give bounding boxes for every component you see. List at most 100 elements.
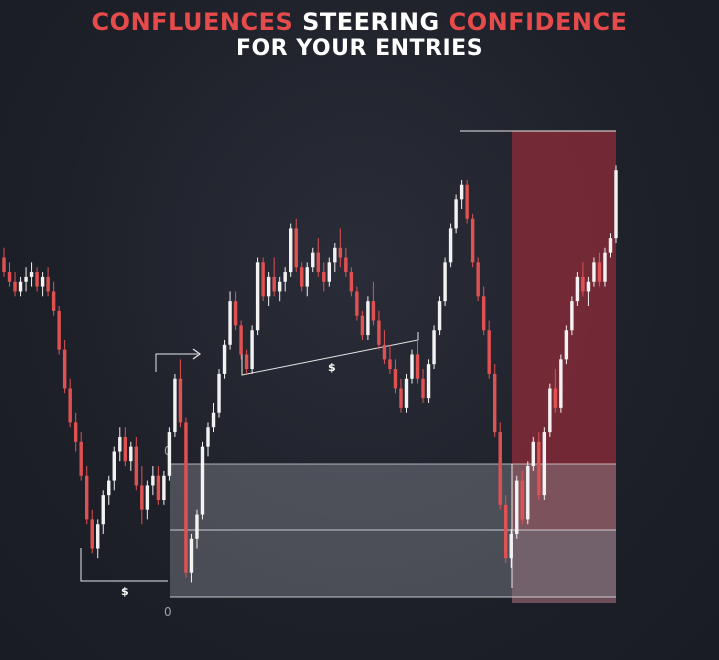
candle-bearish <box>57 310 61 350</box>
candle-bullish <box>327 262 332 282</box>
candle-bullish <box>515 480 519 534</box>
candle-bearish <box>233 301 238 326</box>
candle-bullish <box>448 228 453 263</box>
buy-zone-lower-shade <box>512 530 616 603</box>
candle-bullish <box>277 281 282 292</box>
candle-bullish <box>96 524 100 549</box>
candle-bullish <box>18 281 23 292</box>
candle-bullish <box>40 276 45 287</box>
candle-bearish <box>597 262 602 282</box>
candle-bullish <box>222 344 227 374</box>
title-word-steering: STEERING <box>293 8 449 36</box>
break-arrow-line <box>155 353 198 372</box>
candle-bearish <box>470 218 475 263</box>
candle-bullish <box>542 432 547 496</box>
candle-bullish <box>410 354 414 379</box>
candle-bullish <box>437 301 442 331</box>
candle-bullish <box>608 238 613 253</box>
candle-bullish <box>189 538 194 573</box>
candle-bullish <box>255 262 260 331</box>
candle-bullish <box>564 330 569 360</box>
candle-bearish <box>481 296 486 331</box>
candle-bullish <box>151 475 155 486</box>
candle-bullish <box>167 432 172 476</box>
candle-bullish <box>118 436 122 452</box>
candle-bearish <box>73 422 78 442</box>
candle-bullish <box>570 301 574 331</box>
candle-bearish <box>2 257 6 273</box>
candle-bullish <box>266 276 271 297</box>
equal-lows-bracket <box>80 548 168 582</box>
zero-label-bottom: 0 <box>164 605 172 619</box>
candle-bullish <box>526 466 530 520</box>
candle-bearish <box>272 276 276 292</box>
candle-bullish <box>24 276 28 282</box>
candle-bearish <box>465 184 469 219</box>
candle-bearish <box>51 291 56 311</box>
candle-bullish <box>509 533 513 559</box>
candle-bullish <box>305 267 309 287</box>
title-line-1: CONFLUENCES STEERING CONFIDENCE <box>0 8 719 36</box>
candle-bullish <box>288 228 293 273</box>
candle-bullish <box>454 199 458 229</box>
candle-bearish <box>316 252 320 273</box>
candle-bearish <box>553 388 558 408</box>
candle-bearish <box>261 262 265 297</box>
candle-bearish <box>504 504 508 559</box>
candle-bearish <box>355 291 359 316</box>
candle-bullish <box>603 252 607 282</box>
candle-bearish <box>349 272 354 292</box>
candle-bullish <box>107 480 111 496</box>
candle-bullish <box>283 272 287 282</box>
candle-bullish <box>366 301 370 336</box>
candle-bearish <box>393 369 398 389</box>
candle-bullish <box>112 451 116 481</box>
candle-bearish <box>581 276 585 292</box>
candle-bearish <box>134 446 139 486</box>
candle-bullish <box>206 427 210 447</box>
candle-bullish <box>443 262 447 302</box>
candle-bullish <box>211 412 216 428</box>
candle-bearish <box>123 436 128 462</box>
candle-bullish <box>129 446 133 462</box>
dollar-label-mid: $ <box>328 361 336 374</box>
candle-bullish <box>29 272 34 277</box>
candle-bearish <box>140 485 144 510</box>
candle-bearish <box>62 349 67 389</box>
candle-bullish <box>592 262 596 282</box>
candle-bearish <box>399 388 403 408</box>
candle-bearish <box>322 272 326 282</box>
candle-bearish <box>487 330 491 374</box>
candle-bearish <box>79 441 83 476</box>
candle-bearish <box>7 272 12 282</box>
candle-bearish <box>84 475 89 520</box>
candle-bearish <box>371 301 376 321</box>
candle-bearish <box>156 475 161 500</box>
candle-bullish <box>311 252 315 268</box>
candle-bearish <box>344 257 348 273</box>
candle-bullish <box>586 281 591 292</box>
title-word-confluences: CONFLUENCES <box>91 8 294 36</box>
candle-bearish <box>388 359 392 370</box>
candle-bearish <box>46 276 50 292</box>
candle-bearish <box>377 320 381 345</box>
break-arrow-head <box>192 348 202 360</box>
candle-bullish <box>162 475 166 500</box>
candle-bullish <box>200 446 205 515</box>
candle-bearish <box>13 281 17 292</box>
candle-bearish <box>184 422 188 573</box>
candle-bullish <box>614 170 618 239</box>
candle-bearish <box>338 247 343 258</box>
title-word-confidence: CONFIDENCE <box>448 8 628 36</box>
candle-bullish <box>145 485 150 510</box>
candle-bearish <box>35 272 39 287</box>
sell-zone <box>512 131 616 603</box>
candle-bullish <box>548 388 552 433</box>
candle-bullish <box>432 330 436 365</box>
candle-bearish <box>421 378 425 399</box>
candle-bearish <box>68 388 72 423</box>
candle-bullish <box>250 330 254 370</box>
candle-bearish <box>492 373 497 433</box>
